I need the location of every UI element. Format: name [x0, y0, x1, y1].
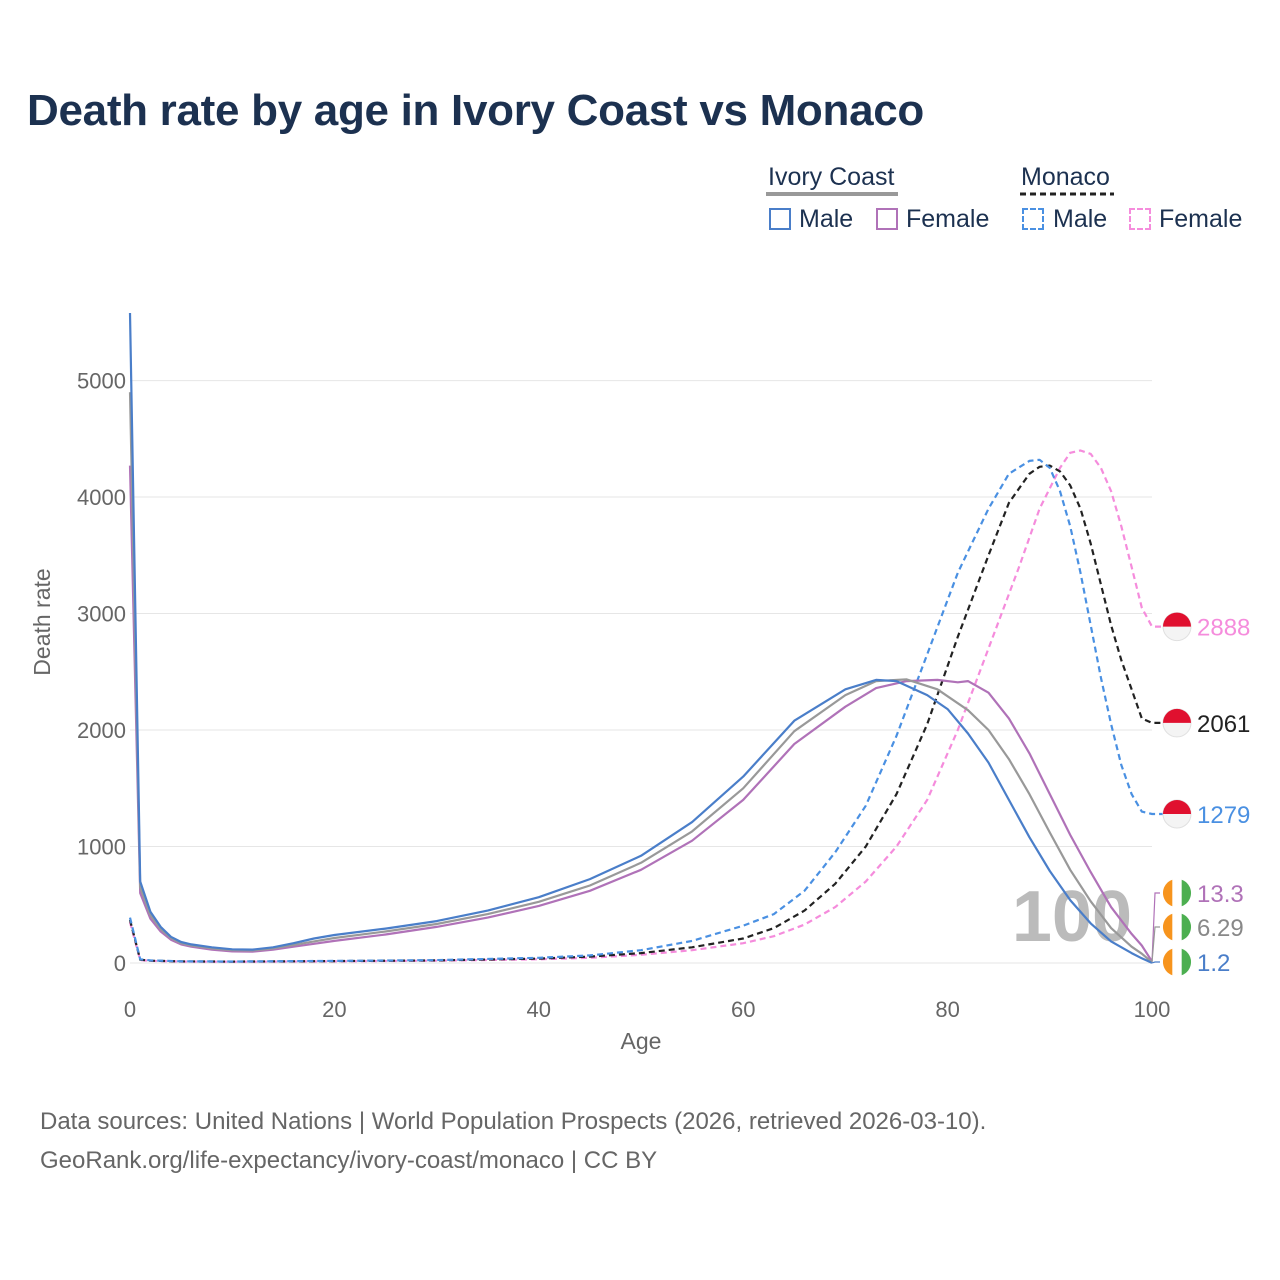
- y-tick-label-5000: 5000: [77, 369, 126, 394]
- connector-ivory-coast-female: [1151, 892, 1160, 962]
- flag-ivory-coast-green-female: [1181, 879, 1192, 907]
- flag-ivory-coast-orange-female: [1162, 879, 1173, 907]
- series-line-ivory-coast-male: [128, 312, 1153, 964]
- series-line-monaco-female: [128, 449, 1164, 963]
- connector-ivory-coast-both: [1151, 926, 1160, 963]
- flag-ivory-coast-green-both: [1181, 913, 1192, 941]
- x-axis-title: Age: [621, 1028, 662, 1054]
- series-line-monaco-male: [128, 458, 1164, 963]
- x-tick-label-100: 100: [1134, 997, 1171, 1022]
- end-label-monaco-male: 1279: [1197, 802, 1250, 829]
- chart-title: Death rate by age in Ivory Coast vs Mona…: [27, 86, 925, 135]
- y-tick-label-0: 0: [114, 951, 126, 976]
- flag-monaco-red-both: [1163, 708, 1191, 723]
- end-label-ivory-coast-both: 6.29: [1197, 915, 1244, 942]
- legend-group-ivory-coast[interactable]: Ivory Coast: [768, 163, 895, 191]
- legend-swatch-monaco-male[interactable]: [1022, 208, 1044, 230]
- connector-ivory-coast-male: [1151, 961, 1160, 964]
- y-tick-label-4000: 4000: [77, 485, 126, 510]
- x-tick-label-60: 60: [731, 997, 755, 1022]
- legend-group-underline-monaco: [1020, 192, 1114, 196]
- age-watermark: 100: [1012, 877, 1132, 957]
- legend-swatch-monaco-female[interactable]: [1129, 208, 1151, 230]
- legend-swatch-ivory-coast-male[interactable]: [769, 208, 791, 230]
- series-line-ivory-coast-both: [128, 392, 1153, 964]
- line-chart: 0 1000 2000 3000 4000 5000 0 20 40 60 80 100 Age Deat…: [29, 312, 1250, 1054]
- x-tick-label-20: 20: [322, 997, 346, 1022]
- legend-group-monaco[interactable]: Monaco: [1021, 163, 1110, 191]
- y-axis-title: Death rate: [29, 568, 55, 675]
- footer-link[interactable]: GeoRank.org/life-expectancy/ivory-coast/…: [40, 1147, 658, 1174]
- legend-group-underline-ivory-coast: [766, 192, 898, 196]
- y-tick-label-3000: 3000: [77, 602, 126, 627]
- flag-ivory-coast-orange-male: [1162, 948, 1173, 976]
- end-label-monaco-female: 2888: [1197, 615, 1250, 642]
- legend-label-monaco-female[interactable]: Female: [1159, 205, 1243, 233]
- legend-label-ivory-coast-male[interactable]: Male: [799, 205, 854, 233]
- footer-sources: Data sources: United Nations | World Pop…: [40, 1108, 987, 1135]
- flag-ivory-coast-green-male: [1181, 948, 1192, 976]
- flag-ivory-coast-orange-both: [1162, 913, 1173, 941]
- flag-monaco-red-female: [1163, 612, 1191, 627]
- legend-label-monaco-male[interactable]: Male: [1053, 205, 1108, 233]
- series-line-ivory-coast-female: [128, 465, 1153, 963]
- y-tick-label-2000: 2000: [77, 718, 126, 743]
- end-label-ivory-coast-male: 1.2: [1197, 950, 1230, 977]
- x-tick-label-0: 0: [124, 997, 136, 1022]
- legend-label-ivory-coast-female[interactable]: Female: [906, 205, 990, 233]
- end-label-ivory-coast-female: 13.3: [1197, 881, 1244, 908]
- legend-swatch-ivory-coast-female[interactable]: [876, 208, 898, 230]
- flag-monaco-red-male: [1163, 800, 1191, 815]
- end-label-monaco-both: 2061: [1197, 711, 1250, 738]
- x-tick-label-80: 80: [935, 997, 959, 1022]
- y-tick-label-1000: 1000: [77, 835, 126, 860]
- series-line-monaco-both: [128, 464, 1164, 963]
- x-tick-label-40: 40: [527, 997, 551, 1022]
